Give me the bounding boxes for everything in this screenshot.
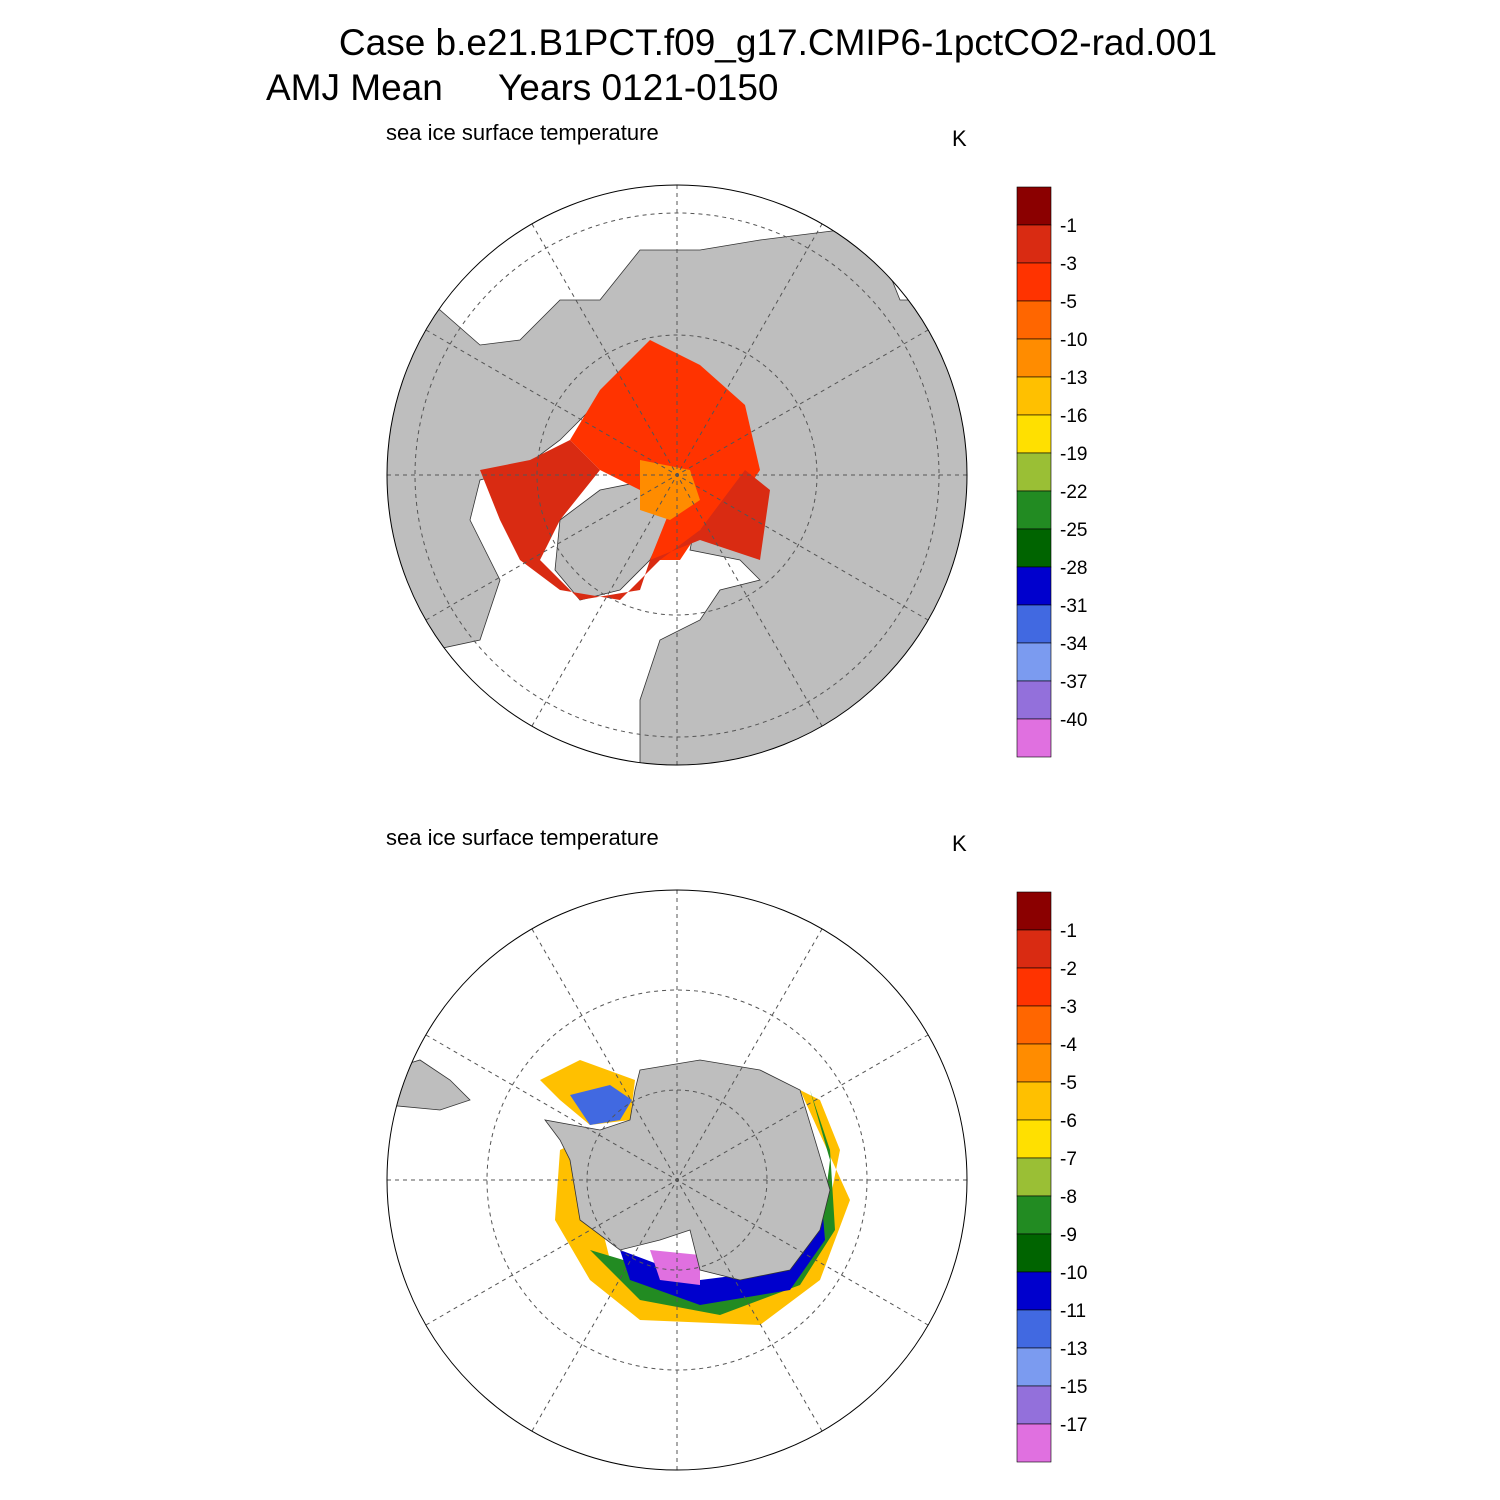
season-label: AMJ Mean	[266, 67, 443, 108]
ice	[570, 340, 760, 560]
colorbar-box	[1016, 376, 1052, 416]
colorbar-label: -3	[1060, 254, 1077, 275]
colorbar-label: -7	[1060, 1149, 1077, 1170]
colorbar-label: -9	[1060, 1225, 1077, 1246]
colorbar-label: -37	[1060, 672, 1087, 693]
colorbar-label: -25	[1060, 520, 1087, 541]
ice	[480, 440, 770, 600]
colorbar-box	[1016, 1271, 1052, 1311]
colorbar-label: -10	[1060, 330, 1087, 351]
colorbar-label: -4	[1060, 1035, 1077, 1056]
colorbar-label: -2	[1060, 959, 1077, 980]
colorbar-box	[1016, 718, 1052, 758]
colorbar-box	[1016, 1233, 1052, 1273]
colorbar-box	[1016, 1347, 1052, 1387]
colorbar-label: -3	[1060, 997, 1077, 1018]
colorbar-label: -15	[1060, 1377, 1087, 1398]
colorbar-label: -10	[1060, 1263, 1087, 1284]
colorbar-label: -17	[1060, 1415, 1087, 1436]
colorbar-label: -1	[1060, 216, 1077, 237]
colorbar-box	[1016, 891, 1052, 931]
panel-title: sea ice surface temperature	[386, 120, 659, 145]
colorbar-label: -5	[1060, 1073, 1077, 1094]
colorbar-box	[1016, 1005, 1052, 1045]
colorbar-box	[1016, 680, 1052, 720]
colorbar-box	[1016, 262, 1052, 302]
arctic-map	[387, 185, 967, 765]
colorbar-label: -19	[1060, 444, 1087, 465]
colorbar-box	[1016, 414, 1052, 454]
figure-title: Case b.e21.B1PCT.f09_g17.CMIP6-1pctCO2-r…	[339, 22, 1217, 63]
colorbar-box	[1016, 1157, 1052, 1197]
colorbar-box	[1016, 1195, 1052, 1235]
colorbar-label: -8	[1060, 1187, 1077, 1208]
colorbar: -1 -3 -5 -10 -13 -16 -19 -22 -25 -28 -31 -34 -37 -40	[1016, 186, 1088, 758]
units-label: K	[952, 126, 967, 151]
colorbar-box	[1016, 566, 1052, 606]
ice	[650, 1250, 700, 1285]
colorbar-box	[1016, 490, 1052, 530]
colorbar: -1 -2 -3 -4 -5 -6 -7 -8 -9 -10 -11 -13 -15 -17	[1016, 891, 1087, 1463]
colorbar-box	[1016, 1043, 1052, 1083]
colorbar-box	[1016, 300, 1052, 340]
colorbar-label: -16	[1060, 406, 1087, 427]
colorbar-label: -11	[1060, 1301, 1086, 1322]
colorbar-box	[1016, 1385, 1052, 1425]
colorbar-box	[1016, 1119, 1052, 1159]
colorbar-box	[1016, 929, 1052, 969]
colorbar-label: -6	[1060, 1111, 1077, 1132]
colorbar-box	[1016, 224, 1052, 264]
years-label: Years 0121-0150	[498, 67, 778, 108]
colorbar-box	[1016, 1081, 1052, 1121]
colorbar-box	[1016, 604, 1052, 644]
ice	[570, 1085, 632, 1125]
colorbar-label: -31	[1060, 596, 1087, 617]
colorbar-box	[1016, 1309, 1052, 1349]
colorbar-label: -13	[1060, 368, 1087, 389]
colorbar-box	[1016, 1423, 1052, 1463]
colorbar-label: -22	[1060, 482, 1087, 503]
units-label: K	[952, 831, 967, 856]
panel-title: sea ice surface temperature	[386, 825, 659, 850]
colorbar-box	[1016, 338, 1052, 378]
colorbar-box	[1016, 528, 1052, 568]
colorbar-label: -40	[1060, 710, 1087, 731]
colorbar-box	[1016, 452, 1052, 492]
colorbar-label: -1	[1060, 921, 1077, 942]
colorbar-label: -28	[1060, 558, 1087, 579]
antarctic-map	[387, 890, 967, 1470]
colorbar-box	[1016, 186, 1052, 226]
colorbar-label: -13	[1060, 1339, 1087, 1360]
colorbar-label: -5	[1060, 292, 1077, 313]
ice	[555, 1090, 850, 1325]
colorbar-box	[1016, 642, 1052, 682]
colorbar-box	[1016, 967, 1052, 1007]
colorbar-label: -34	[1060, 634, 1088, 655]
antarctica	[544, 1059, 831, 1281]
